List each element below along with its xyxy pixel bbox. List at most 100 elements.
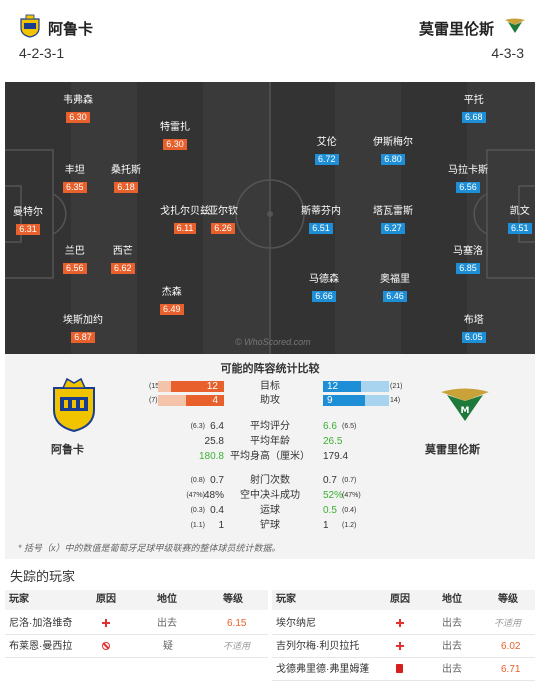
col-rating: 等级 [498, 594, 518, 605]
home-player-card[interactable]: 亚尔钦 6.26 [208, 206, 238, 236]
player-name: 杰森 [161, 287, 182, 298]
stat-row-aerials: (47%) 48% 空中决斗成功 52% (47%) [5, 489, 535, 502]
home-value: 4 [212, 395, 218, 406]
away-player-card[interactable]: 马德森 6.66 [309, 274, 339, 304]
doubtful-ban-icon [102, 636, 110, 659]
away-player-card[interactable]: 伊斯梅尔 6.80 [373, 137, 413, 167]
player-name: 曼特尔 [13, 207, 43, 218]
player-rating: 6.11 [173, 223, 197, 234]
col-player: 玩家 [9, 594, 29, 605]
away-value: 0.5 [323, 505, 337, 516]
player-name[interactable]: 戈德弗里德·弗里姆蓬 [276, 664, 370, 675]
player-name[interactable]: 布莱恩·曼西拉 [9, 641, 73, 652]
moreirense-crest-icon[interactable]: M [439, 384, 491, 422]
away-player-card[interactable]: 塔瓦雷斯 6.27 [373, 206, 413, 236]
player-rating: 6.62 [111, 263, 135, 274]
stat-label: 平均身高（厘米） [230, 451, 310, 462]
stat-row-avg-age: 25.8 平均年龄 26.5 [5, 435, 535, 448]
stat-label: 射门次数 [250, 475, 290, 486]
home-team-name[interactable]: 阿鲁卡 [48, 21, 94, 38]
col-reason: 原因 [390, 594, 410, 605]
player-rating: 6.35 [63, 182, 87, 193]
home-bar-fill [186, 395, 224, 406]
player-name: 斯蒂芬内 [301, 206, 341, 217]
match-header: 阿鲁卡 4-2-3-1 莫雷里伦斯 4-3-3 [0, 0, 540, 82]
away-bar-fill [323, 381, 361, 392]
player-rating: 6.72 [315, 154, 339, 165]
table-row[interactable]: 埃尔纳尼 出去 不适用 [272, 612, 535, 635]
stats-title: 可能的阵容统计比较 [220, 363, 320, 375]
home-team-name[interactable]: 阿鲁卡 [51, 444, 84, 456]
table-row[interactable]: 戈德弗里德·弗里姆蓬 出去 6.71 [272, 658, 535, 681]
away-value: 52% [323, 490, 344, 501]
player-name[interactable]: 尼洛·加洛维奇 [9, 618, 73, 629]
home-player-card[interactable]: 韦弗森 6.30 [63, 95, 93, 125]
player-name[interactable]: 吉列尔梅·利贝拉托 [276, 641, 360, 652]
player-rating: 6.27 [381, 223, 405, 234]
away-player-card[interactable]: 马塞洛 6.85 [453, 246, 483, 276]
player-name: 布塔 [463, 315, 484, 326]
away-team-name[interactable]: 莫雷里伦斯 [418, 21, 494, 38]
home-player-card[interactable]: 西芒 6.62 [111, 246, 135, 276]
player-name: 亚尔钦 [208, 206, 238, 217]
away-player-card[interactable]: 斯蒂芬内 6.51 [301, 206, 341, 236]
arouca-crest-icon[interactable] [51, 376, 97, 432]
injury-cross-icon [396, 613, 404, 636]
away-formation: 4-3-3 [491, 45, 524, 61]
table-row[interactable]: 布莱恩·曼西拉 疑 不适用 [5, 635, 268, 658]
player-rating: 6.56 [63, 263, 87, 274]
stat-row-tackles: (1.1) 1 铲球 1 (1.2) [5, 519, 535, 532]
player-rating: 6.68 [462, 112, 486, 123]
player-status: 出去 [442, 664, 462, 675]
home-league-avg: (7) [149, 397, 158, 404]
player-rating: 不适用 [223, 641, 251, 651]
away-value: 26.5 [323, 436, 343, 447]
player-rating: 6.51 [309, 223, 333, 234]
col-position: 地位 [157, 594, 177, 605]
player-rating: 6.26 [211, 223, 235, 234]
home-player-card[interactable]: 桑托斯 6.18 [111, 165, 141, 195]
away-player-card[interactable]: 凯文 6.51 [508, 206, 532, 236]
home-bar-fill [171, 381, 224, 392]
away-league-avg: 14) [390, 397, 401, 404]
player-name: 平托 [463, 95, 484, 106]
table-row[interactable]: 尼洛·加洛维奇 出去 6.15 [5, 612, 268, 635]
home-player-card[interactable]: 杰森 6.49 [160, 287, 184, 317]
svg-text:M: M [461, 406, 470, 416]
away-player-card[interactable]: 马拉卡斯 6.56 [448, 165, 488, 195]
table-row[interactable]: 吉列尔梅·利贝拉托 出去 6.02 [272, 635, 535, 658]
home-value: 12 [206, 381, 218, 392]
table-header: 玩家 原因 地位 等级 [5, 590, 268, 610]
away-player-card[interactable]: 平托 6.68 [462, 95, 486, 125]
home-player-card[interactable]: 埃斯加约 6.87 [63, 315, 103, 345]
injury-cross-icon [396, 636, 404, 659]
table-header: 玩家 原因 地位 等级 [272, 590, 535, 610]
player-status: 出去 [157, 618, 177, 629]
stat-label: 运球 [260, 505, 280, 516]
player-rating: 6.49 [160, 304, 184, 315]
home-player-card[interactable]: 曼特尔 6.31 [13, 207, 43, 237]
away-player-card[interactable]: 布塔 6.05 [462, 315, 486, 345]
stat-row-shots: (0.8) 0.7 射门次数 0.7 (0.7) [5, 474, 535, 487]
away-player-card[interactable]: 奥福里 6.46 [380, 274, 410, 304]
moreirense-crest-icon[interactable] [504, 16, 526, 34]
home-player-card[interactable]: 特雷扎 6.30 [160, 122, 190, 152]
stat-row-goals: (15) 12 目标 12 (21) [5, 381, 535, 393]
whoscored-watermark: © WhoScored.com [235, 337, 311, 347]
stat-row-assists: (7) 4 助攻 9 14) [5, 395, 535, 407]
home-player-card[interactable]: 兰巴 6.56 [63, 246, 87, 276]
player-rating: 不适用 [494, 618, 522, 628]
home-league-avg: (47%) [186, 492, 205, 499]
home-player-card[interactable]: 戈扎尔贝兹 6.11 [160, 206, 210, 236]
player-name[interactable]: 埃尔纳尼 [276, 618, 316, 629]
home-player-card[interactable]: 丰坦 6.35 [63, 165, 87, 195]
arouca-crest-icon[interactable] [19, 14, 41, 38]
player-name: 奥福里 [380, 274, 410, 285]
red-card-icon [396, 659, 403, 682]
away-player-card[interactable]: 艾伦 6.72 [315, 137, 339, 167]
player-name: 戈扎尔贝兹 [160, 206, 210, 217]
player-rating: 6.05 [462, 332, 486, 343]
stat-row-avg-height: 180.8 平均身高（厘米） 179.4 [5, 450, 535, 463]
home-league-avg: (0.8) [190, 477, 205, 484]
away-team-name[interactable]: 莫雷里伦斯 [425, 444, 480, 456]
